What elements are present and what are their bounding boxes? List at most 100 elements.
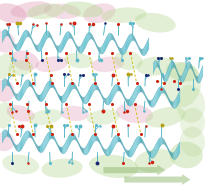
Polygon shape: [86, 93, 87, 98]
Polygon shape: [175, 148, 176, 159]
Polygon shape: [75, 44, 76, 48]
Polygon shape: [147, 38, 148, 43]
Polygon shape: [156, 90, 157, 95]
Polygon shape: [146, 40, 147, 53]
Polygon shape: [169, 62, 170, 74]
Polygon shape: [65, 89, 66, 101]
Polygon shape: [62, 39, 63, 51]
Polygon shape: [132, 93, 133, 98]
Polygon shape: [25, 30, 26, 33]
Polygon shape: [3, 79, 4, 83]
Polygon shape: [174, 150, 175, 160]
Polygon shape: [111, 89, 112, 95]
Polygon shape: [13, 41, 14, 46]
Polygon shape: [144, 93, 145, 97]
Polygon shape: [71, 133, 72, 142]
Polygon shape: [110, 33, 111, 41]
Polygon shape: [8, 131, 9, 137]
Polygon shape: [24, 81, 25, 86]
Polygon shape: [107, 96, 108, 100]
Polygon shape: [23, 134, 24, 139]
Polygon shape: [134, 37, 135, 42]
Polygon shape: [31, 134, 32, 139]
Polygon shape: [122, 92, 123, 96]
Polygon shape: [96, 84, 97, 90]
Polygon shape: [97, 46, 98, 51]
Polygon shape: [177, 144, 178, 149]
Polygon shape: [51, 132, 52, 139]
Polygon shape: [142, 88, 143, 93]
Polygon shape: [19, 91, 20, 101]
Polygon shape: [73, 133, 74, 140]
Polygon shape: [167, 96, 168, 101]
Polygon shape: [81, 147, 82, 152]
Polygon shape: [173, 152, 174, 160]
Polygon shape: [133, 142, 134, 147]
Polygon shape: [102, 146, 103, 151]
Polygon shape: [45, 84, 46, 97]
Polygon shape: [119, 87, 121, 92]
Polygon shape: [165, 73, 166, 82]
Polygon shape: [20, 140, 21, 145]
Polygon shape: [90, 137, 91, 143]
Polygon shape: [91, 84, 92, 97]
Polygon shape: [129, 34, 130, 45]
Ellipse shape: [41, 159, 82, 178]
Polygon shape: [115, 135, 116, 139]
Polygon shape: [173, 62, 174, 68]
Polygon shape: [63, 94, 64, 98]
Polygon shape: [125, 98, 126, 103]
Polygon shape: [139, 48, 140, 53]
Polygon shape: [21, 87, 22, 99]
Polygon shape: [130, 34, 131, 37]
Polygon shape: [150, 100, 152, 107]
Polygon shape: [11, 137, 12, 142]
Polygon shape: [94, 83, 95, 91]
Polygon shape: [26, 131, 28, 140]
Polygon shape: [20, 38, 21, 50]
Polygon shape: [42, 91, 43, 95]
Polygon shape: [159, 86, 160, 96]
Polygon shape: [136, 86, 137, 90]
Polygon shape: [138, 85, 139, 93]
Polygon shape: [102, 43, 103, 48]
Polygon shape: [194, 75, 195, 80]
Polygon shape: [87, 33, 88, 37]
Polygon shape: [166, 94, 167, 98]
Polygon shape: [66, 87, 67, 100]
Polygon shape: [29, 80, 30, 86]
Polygon shape: [46, 133, 47, 145]
Polygon shape: [76, 45, 77, 50]
Polygon shape: [44, 137, 45, 143]
Polygon shape: [88, 139, 90, 145]
Polygon shape: [87, 142, 88, 147]
Polygon shape: [144, 144, 145, 148]
Polygon shape: [7, 31, 8, 36]
Polygon shape: [190, 65, 191, 70]
Polygon shape: [145, 42, 146, 54]
Polygon shape: [124, 41, 125, 53]
Polygon shape: [107, 147, 108, 151]
Polygon shape: [71, 133, 72, 136]
Polygon shape: [67, 136, 69, 142]
Polygon shape: [178, 91, 179, 103]
Polygon shape: [88, 139, 90, 152]
Polygon shape: [175, 97, 176, 102]
Polygon shape: [60, 43, 61, 53]
Polygon shape: [56, 91, 57, 95]
Polygon shape: [54, 86, 55, 91]
Polygon shape: [91, 34, 92, 39]
Polygon shape: [111, 89, 112, 102]
Polygon shape: [47, 81, 49, 92]
Polygon shape: [200, 67, 201, 73]
Polygon shape: [80, 94, 81, 99]
Polygon shape: [118, 47, 119, 52]
Polygon shape: [178, 91, 179, 96]
Polygon shape: [131, 146, 132, 151]
Polygon shape: [39, 43, 40, 47]
Polygon shape: [156, 141, 157, 153]
Polygon shape: [136, 41, 137, 46]
Polygon shape: [115, 84, 116, 93]
Polygon shape: [4, 130, 5, 139]
Ellipse shape: [27, 3, 64, 19]
